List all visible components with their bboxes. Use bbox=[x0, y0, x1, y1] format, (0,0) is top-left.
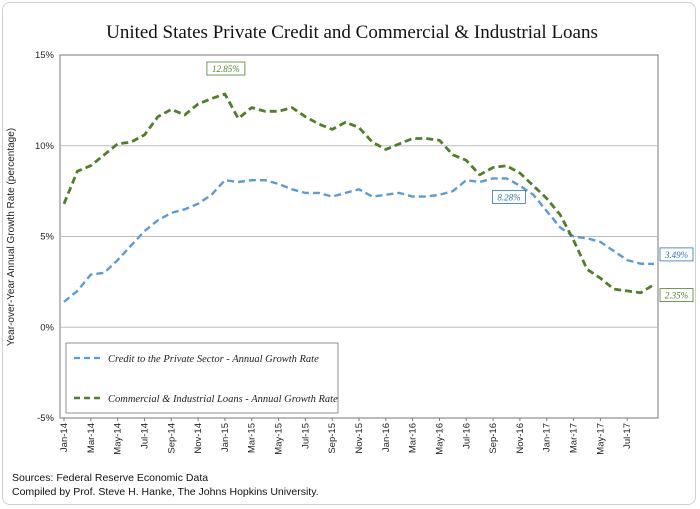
source-line-1: Sources: Federal Reserve Economic Data bbox=[12, 472, 208, 484]
x-tick-label: Mar-14 bbox=[86, 423, 97, 453]
data-label: 8.28% bbox=[497, 192, 520, 202]
data-label-box bbox=[206, 61, 246, 76]
x-axis-ticks: Jan-14 Mar-14 May-14 Jul-14 Sep-14 Nov-14 Jan-… bbox=[59, 418, 633, 455]
x-tick-label: May-16 bbox=[434, 423, 445, 455]
data-label-box bbox=[659, 247, 694, 262]
x-tick-label: Mar-17 bbox=[569, 423, 580, 453]
legend-box bbox=[65, 342, 339, 414]
chart-title: United States Private Credit and Commerc… bbox=[106, 22, 598, 43]
x-tick-label: Jan-17 bbox=[542, 423, 553, 452]
source-line-2: Compiled by Prof. Steve H. Hanke, The Jo… bbox=[12, 486, 319, 498]
series-line-ci-loans bbox=[62, 92, 655, 295]
x-tick-label: Sep-16 bbox=[488, 423, 499, 454]
y-axis-label: Year-over-Year Annual Growth Rate (perce… bbox=[6, 128, 17, 346]
y-tick-label: 5% bbox=[40, 232, 54, 243]
y-axis-ticks: -5% 0% 5% 10% 15% bbox=[35, 50, 55, 424]
x-tick-label: Jul-16 bbox=[461, 423, 472, 449]
x-tick-label: Mar-15 bbox=[247, 423, 258, 453]
data-label: 3.49% bbox=[664, 250, 688, 260]
x-tick-label: May-17 bbox=[595, 423, 606, 455]
x-tick-label: Nov-16 bbox=[515, 423, 526, 454]
annotations: 12.85% 8.28% 3.49% 2.35% bbox=[206, 61, 694, 302]
series-line-credit bbox=[63, 177, 655, 303]
x-tick-label: Sep-14 bbox=[166, 423, 177, 454]
x-tick-label: Jul-15 bbox=[300, 423, 311, 449]
data-label-box bbox=[659, 288, 694, 302]
series-lines bbox=[62, 92, 655, 303]
x-tick-label: May-15 bbox=[274, 423, 285, 455]
y-tick-label: 10% bbox=[35, 141, 55, 152]
data-label-box bbox=[492, 190, 526, 204]
data-label: 12.85% bbox=[212, 64, 240, 74]
x-tick-label: Sep-15 bbox=[327, 423, 338, 454]
x-tick-label: Jan-15 bbox=[220, 423, 231, 452]
x-tick-label: Nov-15 bbox=[354, 423, 365, 454]
data-label: 2.35% bbox=[665, 291, 688, 301]
legend-label-ci-loans: Commercial & Industrial Loans - Annual G… bbox=[108, 394, 338, 405]
legend-label-credit: Credit to the Private Sector - Annual Gr… bbox=[108, 354, 319, 365]
chart-frame bbox=[2, 2, 696, 505]
x-tick-label: Jul-14 bbox=[139, 423, 150, 449]
x-tick-label: Jul-17 bbox=[622, 423, 633, 449]
x-tick-label: Nov-14 bbox=[193, 423, 204, 454]
y-tick-label: 15% bbox=[35, 50, 55, 61]
x-tick-label: May-14 bbox=[113, 423, 124, 455]
x-tick-label: Jan-16 bbox=[381, 423, 392, 452]
x-tick-label: Mar-16 bbox=[408, 423, 419, 453]
x-tick-label: Jan-14 bbox=[59, 423, 70, 452]
y-tick-label: 0% bbox=[40, 322, 54, 333]
legend: Credit to the Private Sector - Annual Gr… bbox=[65, 342, 339, 414]
y-tick-label: -5% bbox=[37, 413, 54, 424]
gridlines bbox=[60, 145, 658, 328]
